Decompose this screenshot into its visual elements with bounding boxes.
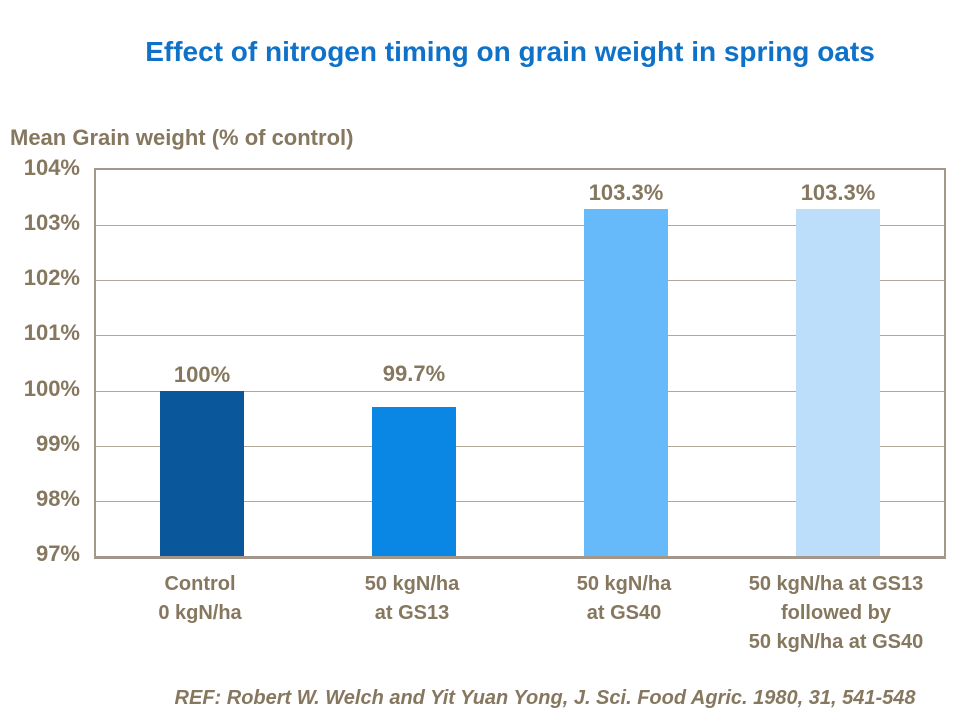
y-axis-title: Mean Grain weight (% of control) <box>10 125 354 150</box>
gridline <box>96 280 944 282</box>
x-category-label: 50 kgN/ha at GS13 followed by 50 kgN/ha at… <box>730 570 942 657</box>
y-tick-label: 103% <box>23 210 80 236</box>
y-tick-label: 97% <box>35 541 80 566</box>
x-category-line: 0 kgN/ha <box>158 602 242 624</box>
x-category-line: 50 kgN/ha <box>576 573 672 595</box>
bar-1 <box>160 390 244 556</box>
x-category-line: 50 kgN/ha at GS40 <box>748 631 924 653</box>
gridline <box>96 500 944 502</box>
bar-3 <box>584 208 668 556</box>
y-tick-label: 104% <box>23 155 80 180</box>
x-category-line: 50 kgN/ha <box>364 573 460 595</box>
y-tick-label: 100% <box>23 375 80 401</box>
x-category-label: Control 0 kgN/ha <box>94 570 306 628</box>
bar-value-label: 100% <box>173 361 231 387</box>
x-category-line: 50 kgN/ha at GS13 <box>748 573 924 595</box>
x-category-line: followed by <box>781 602 891 624</box>
x-category-label: 50 kgN/ha at GS13 <box>306 570 518 628</box>
bar-2 <box>372 407 456 556</box>
bar-value-label: 99.7% <box>382 361 446 387</box>
y-tick-label: 98% <box>35 485 80 511</box>
x-category-label: 50 kgN/ha at GS40 <box>518 570 730 628</box>
y-tick-label: 99% <box>35 430 80 456</box>
plot-area: 100% 99.7% 103.3% 103.3% <box>94 168 946 559</box>
x-category-line: at GS13 <box>374 602 450 624</box>
bar-4 <box>796 208 880 556</box>
gridline <box>96 390 944 392</box>
gridline <box>96 445 944 447</box>
chart-title: Effect of nitrogen timing on grain weigh… <box>145 36 875 67</box>
y-tick-label: 102% <box>23 265 80 291</box>
x-category-line: Control <box>164 573 236 595</box>
y-tick-label: 101% <box>23 320 80 346</box>
bar-value-label: 103.3% <box>588 179 664 205</box>
gridline <box>96 335 944 337</box>
reference-citation: REF: Robert W. Welch and Yit Yuan Yong, … <box>174 687 916 709</box>
x-category-line: at GS40 <box>586 602 662 624</box>
gridline <box>96 225 944 227</box>
bar-value-label: 103.3% <box>800 179 876 205</box>
